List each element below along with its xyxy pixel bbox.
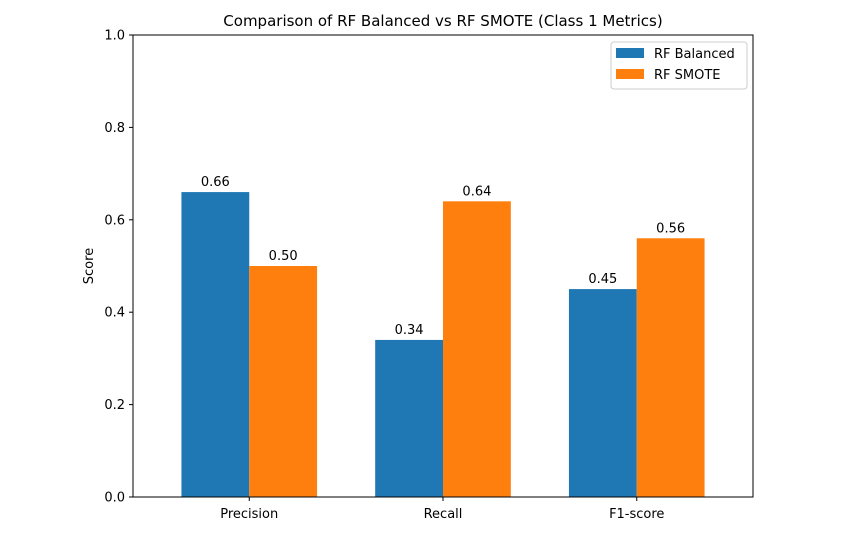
- legend-frame: [610, 41, 748, 90]
- data-label-rf-balanced-precision: 0.66: [201, 175, 230, 190]
- y-tick-label: 0.0: [104, 491, 125, 506]
- y-tick-label: 0.4: [104, 306, 125, 321]
- y-tick-label: 0.6: [104, 213, 125, 228]
- legend-label-rf-smote: RF SMOTE: [654, 68, 721, 83]
- plot-frame: [132, 34, 754, 498]
- x-tick-label-f1-score: F1-score: [609, 507, 664, 522]
- x-tick-label-recall: Recall: [424, 507, 463, 522]
- data-label-rf-smote-recall: 0.64: [462, 184, 491, 199]
- legend: RF Balanced RF SMOTE: [610, 41, 748, 90]
- data-label-rf-smote-precision: 0.50: [269, 249, 298, 264]
- y-axis-label: Score: [82, 248, 97, 284]
- data-label-rf-smote-f1-score: 0.56: [656, 221, 685, 236]
- bar-rf-balanced-f1-score: [568, 289, 637, 497]
- legend-label-rf-balanced: RF Balanced: [654, 47, 735, 62]
- bar-rf-smote-precision: [249, 266, 318, 497]
- data-label-rf-balanced-f1-score: 0.45: [588, 272, 617, 287]
- legend-swatch-rf-balanced: [616, 48, 644, 58]
- x-tick-label-precision: Precision: [220, 507, 278, 522]
- bar-rf-balanced-precision: [181, 192, 250, 497]
- bar-rf-balanced-recall: [375, 339, 443, 497]
- y-tick-label: 1.0: [104, 29, 125, 44]
- y-tick-label: 0.8: [104, 121, 125, 136]
- legend-swatch-rf-smote: [616, 69, 644, 79]
- data-labels: 0.66 0.50 0.34 0.64 0.45 0.56: [201, 175, 685, 338]
- bar-rf-smote-f1-score: [636, 238, 705, 497]
- bars: [181, 192, 705, 497]
- y-axis-ticks: 0.0 0.2 0.4 0.6 0.8 1.0: [104, 29, 133, 506]
- bar-rf-smote-recall: [443, 201, 511, 497]
- x-axis-ticks: Precision Recall F1-score: [220, 497, 664, 522]
- data-label-rf-balanced-recall: 0.34: [395, 323, 424, 338]
- y-tick-label: 0.2: [104, 398, 125, 413]
- chart-title: Comparison of RF Balanced vs RF SMOTE (C…: [223, 12, 662, 30]
